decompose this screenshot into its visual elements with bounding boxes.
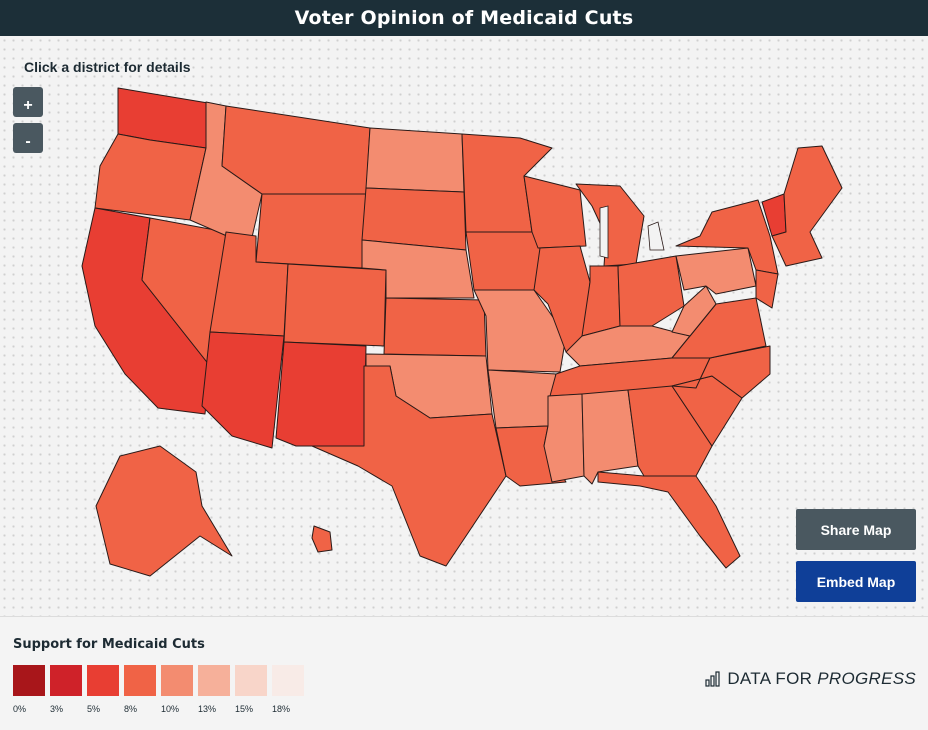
legend-item: 18%	[272, 665, 309, 714]
region-new-york[interactable]	[675, 199, 779, 275]
legend-label: 15%	[235, 704, 254, 714]
legend-swatch	[87, 665, 119, 696]
region-ohio[interactable]	[617, 255, 685, 327]
legend-item: 8%	[124, 665, 161, 714]
legend: 0% 3% 5% 8% 10% 13% 15% 18%	[13, 665, 309, 714]
legend-swatch	[50, 665, 82, 696]
legend-title: Support for Medicaid Cuts	[13, 637, 205, 652]
legend-item: 3%	[50, 665, 87, 714]
legend-item: 15%	[235, 665, 272, 714]
share-map-button[interactable]: Share Map	[796, 509, 916, 550]
region-kansas[interactable]	[383, 297, 487, 357]
share-map-label: Share Map	[820, 521, 892, 538]
region-texas[interactable]	[311, 365, 507, 567]
legend-swatch	[161, 665, 193, 696]
zoom-in-label: +	[23, 97, 33, 114]
map-hint: Click a district for details	[24, 59, 191, 75]
legend-label: 8%	[124, 704, 138, 714]
brand-text-regular: DATA FOR	[727, 669, 813, 688]
legend-swatch	[198, 665, 230, 696]
region-north-dakota[interactable]	[365, 127, 465, 193]
bar-chart-icon	[705, 671, 720, 687]
region-colorado[interactable]	[283, 263, 387, 347]
zoom-in-button[interactable]: +	[13, 87, 43, 117]
region-new-jersey[interactable]	[755, 269, 779, 309]
legend-label: 0%	[13, 704, 27, 714]
region-mississippi[interactable]	[543, 393, 585, 483]
district-map[interactable]	[0, 36, 928, 616]
region-arizona[interactable]	[201, 331, 285, 449]
region-florida[interactable]	[597, 471, 741, 569]
brand-text-italic: PROGRESS	[817, 669, 916, 688]
legend-label: 13%	[198, 704, 217, 714]
legend-swatch	[13, 665, 45, 696]
region-wyoming[interactable]	[255, 193, 367, 269]
great-lakes	[599, 205, 665, 259]
page-title: Voter Opinion of Medicaid Cuts	[0, 0, 928, 36]
brand-text: DATA FOR PROGRESS	[727, 669, 916, 689]
zoom-out-label: -	[25, 133, 31, 150]
region-alaska[interactable]	[95, 445, 233, 577]
page-title-text: Voter Opinion of Medicaid Cuts	[294, 7, 634, 29]
map-area[interactable]: Click a district for details + - Share M…	[0, 36, 928, 617]
legend-swatch	[235, 665, 267, 696]
legend-label: 5%	[87, 704, 101, 714]
region-new-england[interactable]	[771, 145, 843, 267]
region-montana[interactable]	[221, 105, 371, 195]
region-michigan[interactable]	[575, 183, 645, 267]
region-arkansas[interactable]	[487, 369, 557, 429]
embed-map-label: Embed Map	[816, 573, 896, 590]
legend-item: 0%	[13, 665, 50, 714]
legend-swatch	[272, 665, 304, 696]
legend-label: 3%	[50, 704, 64, 714]
legend-swatch	[124, 665, 156, 696]
zoom-out-button[interactable]: -	[13, 123, 43, 153]
embed-map-button[interactable]: Embed Map	[796, 561, 916, 602]
legend-item: 10%	[161, 665, 198, 714]
region-new-mexico[interactable]	[275, 341, 367, 447]
legend-label: 18%	[272, 704, 291, 714]
region-hawaii[interactable]	[311, 525, 333, 553]
region-oregon[interactable]	[94, 133, 207, 221]
legend-item: 13%	[198, 665, 235, 714]
region-south-dakota[interactable]	[361, 187, 467, 251]
region-west-virginia[interactable]	[671, 285, 717, 337]
brand-logo: DATA FOR PROGRESS	[705, 669, 916, 689]
legend-label: 10%	[161, 704, 180, 714]
legend-item: 5%	[87, 665, 124, 714]
region-pennsylvania[interactable]	[675, 247, 757, 295]
